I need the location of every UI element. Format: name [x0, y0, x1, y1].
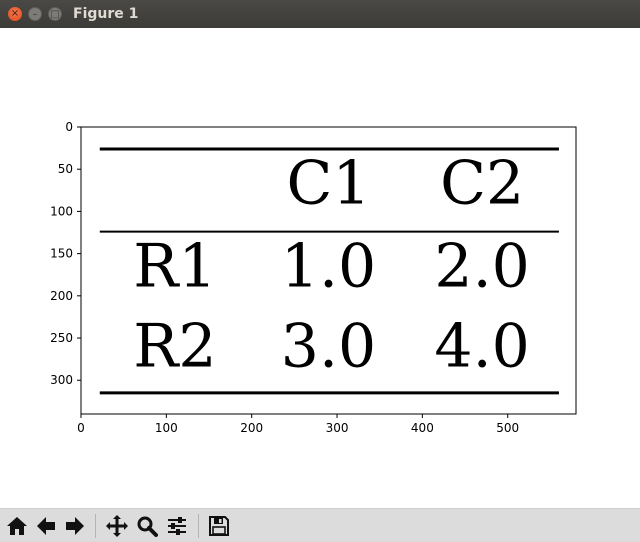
x-tick-label: 100	[155, 421, 178, 435]
table-cell-r2-c2: 4.0	[434, 311, 529, 381]
x-tick-label: 400	[411, 421, 434, 435]
sliders-icon	[168, 517, 186, 535]
minimize-icon: –	[32, 9, 38, 20]
row-label-2: R2	[133, 311, 216, 381]
y-tick-label: 50	[58, 162, 73, 176]
toolbar-separator	[95, 514, 96, 538]
toolbar-separator	[198, 514, 199, 538]
move-icon	[106, 515, 128, 537]
home-icon	[7, 517, 27, 535]
close-icon: ×	[10, 8, 20, 19]
column-header-2: C1	[286, 149, 370, 219]
table-cell-r1-c2: 2.0	[434, 231, 529, 301]
y-tick-label: 150	[50, 247, 73, 261]
forward-button[interactable]	[62, 513, 88, 539]
maximize-window-button[interactable]: □	[48, 7, 62, 21]
magnifier-icon	[137, 516, 158, 537]
row-label-1: R1	[133, 231, 216, 301]
home-button[interactable]	[4, 513, 30, 539]
window-title: Figure 1	[73, 6, 139, 22]
arrow-left-icon	[37, 517, 55, 535]
x-tick-label: 300	[326, 421, 349, 435]
save-button[interactable]	[206, 513, 232, 539]
x-tick-label: 500	[496, 421, 519, 435]
close-window-button[interactable]: ×	[8, 7, 22, 21]
floppy-disk-icon	[209, 516, 229, 536]
maximize-icon: □	[50, 9, 60, 20]
navigation-toolbar	[0, 508, 640, 542]
configure-subplots-button[interactable]	[164, 513, 190, 539]
y-tick-label: 0	[65, 120, 73, 134]
table-cell-r2-c1: 3.0	[281, 311, 376, 381]
column-header-3: C2	[440, 149, 524, 219]
back-button[interactable]	[33, 513, 59, 539]
table-cell-r1-c1: 1.0	[281, 231, 376, 301]
zoom-button[interactable]	[134, 513, 160, 539]
y-tick-label: 200	[50, 289, 73, 303]
figure-canvas[interactable]: C1 C2 R1 1.0 2.0 R2 3.0 4.0 0 100 200 300 400 500 0 50 1…	[0, 28, 640, 508]
y-tick-label: 300	[50, 373, 73, 387]
arrow-right-icon	[66, 517, 84, 535]
x-tick-label: 0	[77, 421, 85, 435]
y-tick-label: 250	[50, 331, 73, 345]
title-bar: × – □ Figure 1	[0, 0, 640, 28]
y-tick-label: 100	[50, 204, 73, 218]
pan-button[interactable]	[104, 513, 130, 539]
x-tick-label: 200	[240, 421, 263, 435]
table-plot: C1 C2 R1 1.0 2.0 R2 3.0 4.0 0 100 200 300 400 500 0 50 1…	[50, 120, 577, 435]
axes-frame	[80, 126, 577, 415]
minimize-window-button[interactable]: –	[28, 7, 42, 21]
